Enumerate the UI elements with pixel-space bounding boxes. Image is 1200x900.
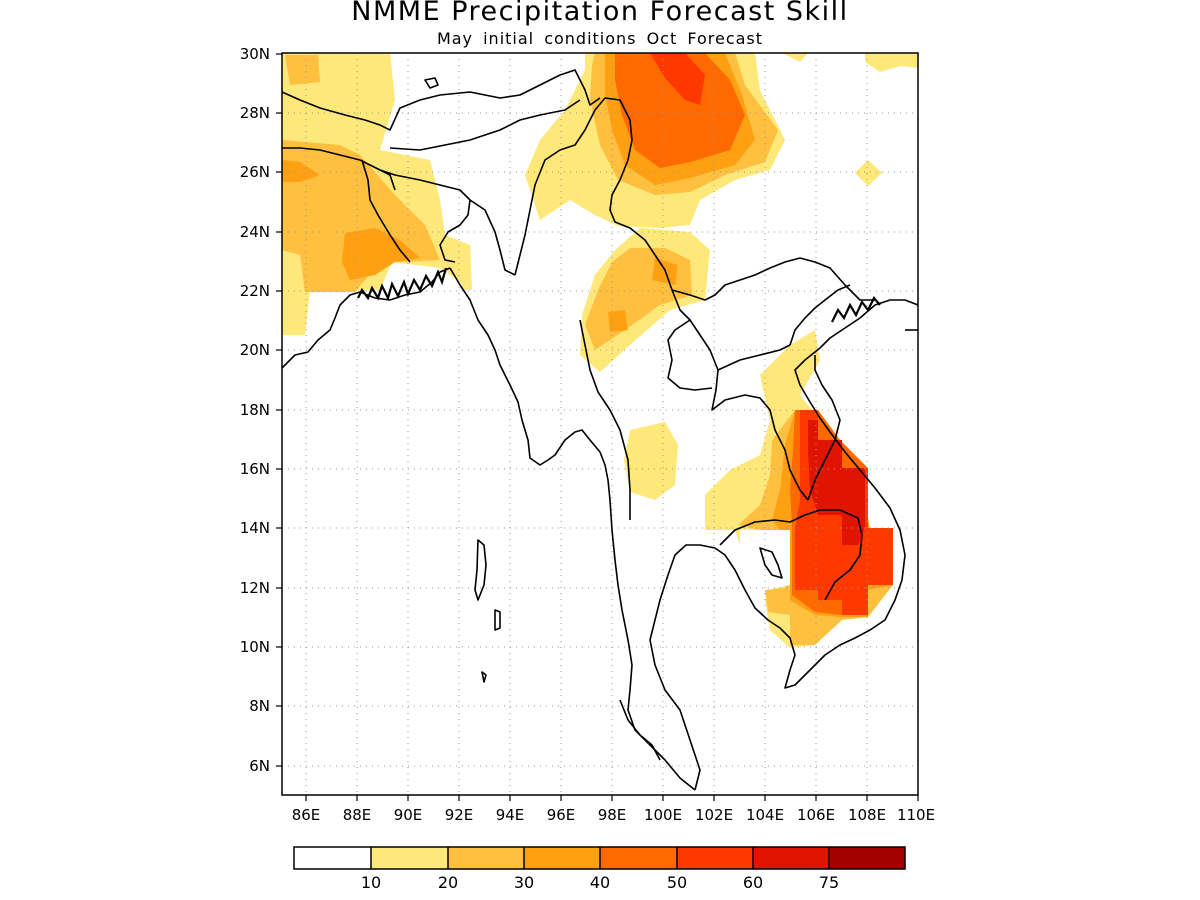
lat-label: 18N bbox=[240, 401, 270, 419]
lon-label: 102E bbox=[695, 806, 733, 824]
colorbar-swatch bbox=[524, 847, 600, 869]
lon-label: 100E bbox=[644, 806, 682, 824]
lat-label: 28N bbox=[240, 104, 270, 122]
ganges-delta bbox=[357, 267, 881, 323]
shade-west-10b bbox=[282, 105, 370, 150]
lat-label: 24N bbox=[240, 223, 270, 241]
lat-label: 10N bbox=[240, 638, 270, 656]
lon-label: 92E bbox=[445, 806, 474, 824]
shade-blob-93e bbox=[460, 265, 472, 290]
lon-label: 96E bbox=[547, 806, 576, 824]
lat-label: 30N bbox=[240, 45, 270, 63]
colorbar-swatch bbox=[294, 847, 371, 869]
shade-thai-10 bbox=[624, 422, 678, 500]
coastlines-borders bbox=[282, 69, 918, 791]
colorbar-label: 50 bbox=[667, 873, 687, 892]
colorbar-swatch bbox=[829, 847, 905, 869]
colorbar: 10 20 30 40 50 60 75 bbox=[293, 846, 906, 892]
colorbar-swatch bbox=[600, 847, 677, 869]
lon-label: 98E bbox=[598, 806, 627, 824]
colorbar-label: 30 bbox=[514, 873, 534, 892]
lon-label: 106E bbox=[797, 806, 835, 824]
shade-east-60 bbox=[808, 420, 865, 545]
lon-label: 88E bbox=[343, 806, 372, 824]
lat-label: 12N bbox=[240, 579, 270, 597]
shade-blob-ne2 bbox=[865, 53, 918, 72]
lat-label: 16N bbox=[240, 460, 270, 478]
shade-west-30 bbox=[342, 228, 420, 280]
lon-label: 108E bbox=[848, 806, 886, 824]
colorbar-label: 75 bbox=[819, 873, 839, 892]
lat-label: 6N bbox=[249, 757, 270, 775]
map-subtitle: May initial conditions Oct Forecast bbox=[436, 29, 764, 48]
colorbar-swatch bbox=[371, 847, 448, 869]
lat-labels: 30N 28N 26N 24N 22N 20N 18N 16N 14N 12N … bbox=[240, 45, 270, 775]
lat-label: 26N bbox=[240, 163, 270, 181]
shade-blob-ne1 bbox=[855, 160, 882, 186]
colorbar-label: 10 bbox=[361, 873, 381, 892]
lon-label: 90E bbox=[394, 806, 423, 824]
shade-north-50 bbox=[650, 53, 705, 105]
lon-label: 104E bbox=[746, 806, 784, 824]
lon-label: 110E bbox=[897, 806, 935, 824]
colorbar-label: 60 bbox=[743, 873, 763, 892]
tick-marks bbox=[276, 53, 919, 801]
map-frame bbox=[281, 52, 919, 796]
colorbar-swatch bbox=[677, 847, 753, 869]
shade-blob-ne3 bbox=[782, 53, 808, 62]
lat-label: 20N bbox=[240, 341, 270, 359]
map-title: NMME Precipitation Forecast Skill bbox=[351, 0, 849, 27]
lon-labels: 86E 88E 90E 92E 94E 96E 98E 100E 102E 10… bbox=[292, 806, 935, 824]
shade-gap bbox=[740, 530, 790, 590]
lat-label: 22N bbox=[240, 282, 270, 300]
shade-west-20b bbox=[285, 55, 320, 85]
lat-label: 8N bbox=[249, 697, 270, 715]
shade-central-30b bbox=[608, 310, 628, 332]
shade-west-30b bbox=[282, 160, 320, 182]
shade-north-40 bbox=[615, 53, 745, 168]
lon-label: 86E bbox=[292, 806, 321, 824]
lat-label: 14N bbox=[240, 519, 270, 537]
colorbar-label: 40 bbox=[590, 873, 610, 892]
colorbar-label: 20 bbox=[438, 873, 458, 892]
colorbar-swatch bbox=[753, 847, 829, 869]
lon-label: 94E bbox=[496, 806, 525, 824]
colorbar-swatch bbox=[448, 847, 524, 869]
graticule bbox=[282, 53, 918, 795]
